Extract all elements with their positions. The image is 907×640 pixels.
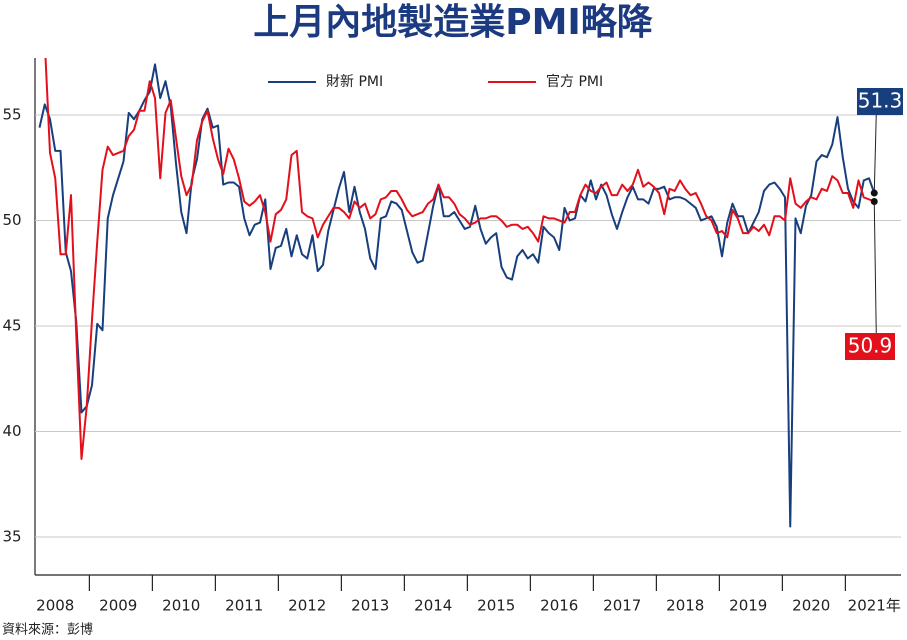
y-tick-label: 55 [2,105,21,123]
x-tick-label: 2011 [225,597,263,615]
legend-label: 財新 PMI [326,74,383,90]
x-tick-label: 2013 [351,597,389,615]
end-dot [870,189,878,197]
x-tick-label: 2010 [162,597,200,615]
end-label: 50.9 [848,334,893,358]
y-tick-label: 35 [2,528,21,546]
x-tick-label: 2017 [603,597,641,615]
end-dot [870,197,878,205]
chart-title: 上月內地製造業PMI略降 [253,2,653,43]
end-label-box [845,333,895,360]
leader-line [873,201,877,334]
x-tick-label: 2015 [477,597,515,615]
x-tick-label: 2021年 [848,597,901,615]
x-tick-label: 2020 [792,597,830,615]
x-tick-label: 2009 [99,597,137,615]
plot-area [38,58,876,528]
series-line [38,63,876,528]
leader-line [873,114,877,194]
source: 資料來源：彭博 [2,623,93,638]
legend-label: 官方 PMI [546,74,603,90]
x-tick-label: 2014 [414,597,452,615]
y-tick-label: 45 [2,316,21,334]
x-tick-label: 2012 [288,597,326,615]
x-tick-label: 2018 [666,597,704,615]
x-tick-label: 2008 [36,597,74,615]
y-tick-label: 40 [2,422,21,440]
end-label-box [857,88,903,115]
end-label: 51.3 [858,89,903,113]
x-tick-label: 2016 [540,597,578,615]
series-line [44,58,875,460]
x-tick-label: 2019 [729,597,767,615]
y-tick-label: 50 [2,211,21,229]
